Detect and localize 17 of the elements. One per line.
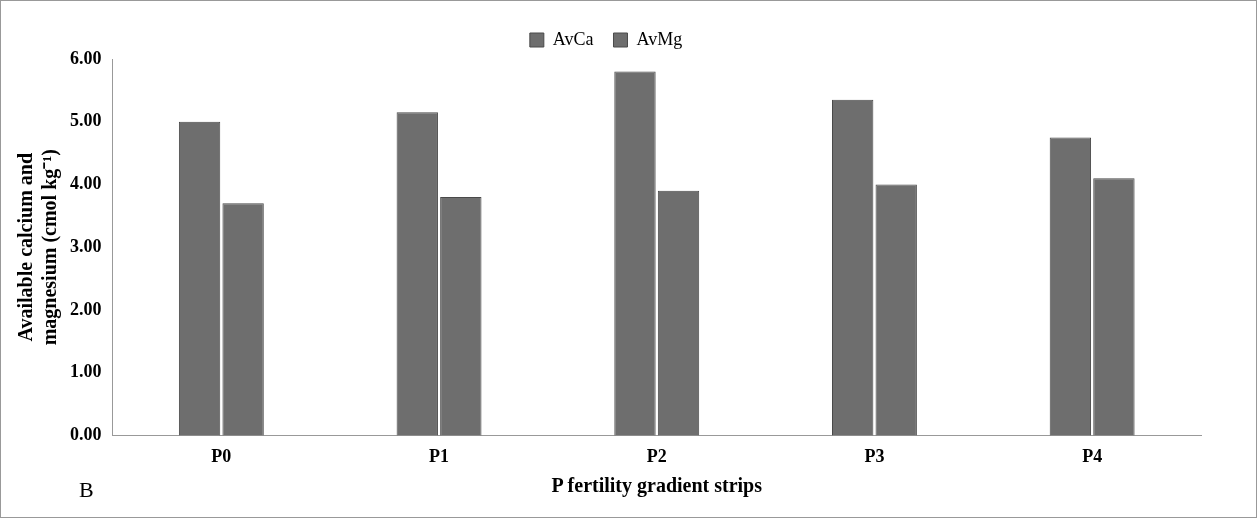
y-axis-title: Available calcium and magnesium (cmol kg⁻¹) — [14, 149, 62, 346]
x-axis-title: P fertility gradient strips — [551, 474, 763, 498]
y-tick-label: 6.00 — [70, 47, 102, 68]
y-tick-label: 1.00 — [70, 361, 102, 382]
x-tick-label: P2 — [646, 445, 667, 466]
x-tick-label: P3 — [864, 445, 885, 466]
y-tick-label: 2.00 — [70, 298, 102, 319]
y-tick-label: 3.00 — [70, 235, 102, 256]
y-tick-label: 5.00 — [70, 110, 102, 131]
y-tick-label: 0.00 — [70, 424, 102, 445]
legend-label: AvMg — [636, 28, 683, 49]
x-tick-label: P4 — [1082, 445, 1103, 466]
x-tick-label: P0 — [211, 445, 232, 466]
y-tick-label: 4.00 — [70, 173, 102, 194]
text: B — [79, 477, 94, 503]
legend-label: AvCa — [552, 28, 594, 49]
x-tick-label: P1 — [429, 445, 450, 466]
